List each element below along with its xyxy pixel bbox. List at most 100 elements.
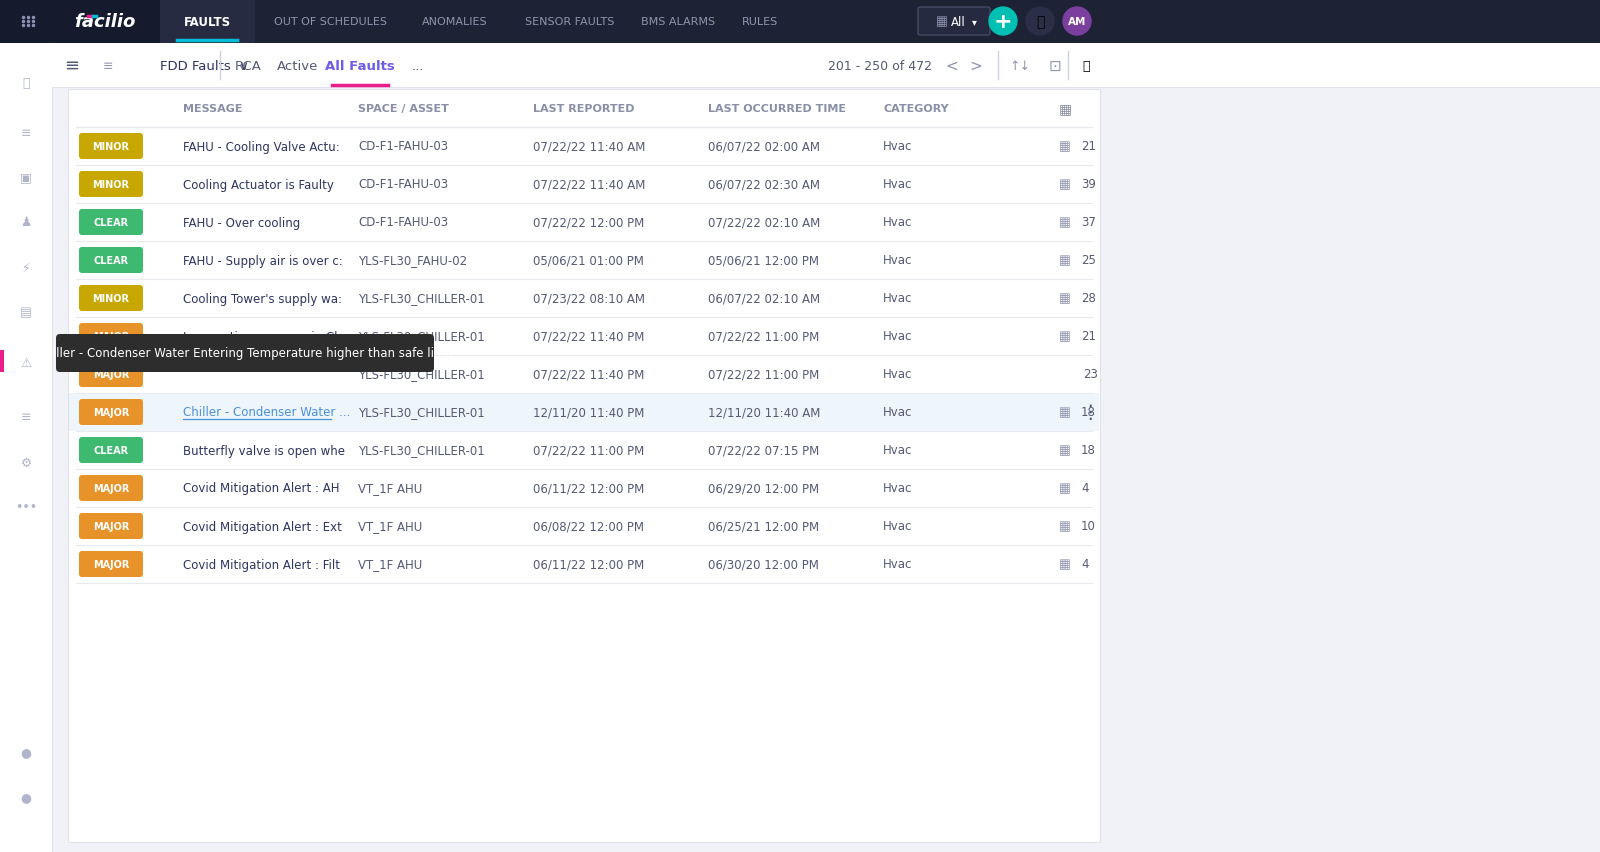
Text: 12/11/20 11:40 AM: 12/11/20 11:40 AM [707, 406, 821, 419]
Text: Active: Active [277, 60, 318, 72]
FancyBboxPatch shape [78, 551, 142, 578]
Text: Butterfly valve is open whe: Butterfly valve is open whe [182, 444, 346, 457]
FancyBboxPatch shape [160, 0, 254, 44]
FancyBboxPatch shape [78, 324, 142, 349]
Text: FAHU - Cooling Valve Actu:: FAHU - Cooling Valve Actu: [182, 141, 339, 153]
Text: ●: ● [21, 791, 32, 803]
Text: Hvac: Hvac [883, 216, 912, 229]
Text: ...: ... [411, 60, 424, 72]
Text: 07/22/22 11:00 PM: 07/22/22 11:00 PM [707, 330, 819, 343]
Text: Hvac: Hvac [883, 558, 912, 571]
FancyBboxPatch shape [78, 437, 142, 463]
Text: >: > [970, 59, 982, 73]
Text: MINOR: MINOR [93, 141, 130, 152]
Text: 05/06/21 01:00 PM: 05/06/21 01:00 PM [533, 254, 643, 268]
Text: ANOMALIES: ANOMALIES [422, 17, 488, 27]
Text: Covid Mitigation Alert : AH: Covid Mitigation Alert : AH [182, 482, 339, 495]
Text: Chiller - Condenser Water Entering Temperature higher than safe limit: Chiller - Condenser Water Entering Tempe… [37, 347, 453, 360]
FancyBboxPatch shape [78, 475, 142, 502]
Text: Hvac: Hvac [883, 444, 912, 457]
Text: Hvac: Hvac [883, 330, 912, 343]
Text: ⊡: ⊡ [1048, 59, 1061, 73]
Text: Hvac: Hvac [883, 292, 912, 305]
Text: ▦: ▦ [1059, 444, 1070, 457]
Text: 06/11/22 12:00 PM: 06/11/22 12:00 PM [533, 482, 645, 495]
Text: ▦: ▦ [1059, 254, 1070, 268]
FancyBboxPatch shape [78, 361, 142, 388]
Text: Cooling Tower's supply wa:: Cooling Tower's supply wa: [182, 292, 342, 305]
Text: YLS-FL30_CHILLER-01: YLS-FL30_CHILLER-01 [358, 330, 485, 343]
FancyBboxPatch shape [0, 350, 3, 372]
Text: VT_1F AHU: VT_1F AHU [358, 520, 422, 532]
Text: 39: 39 [1082, 178, 1096, 192]
Text: CD-F1-FAHU-03: CD-F1-FAHU-03 [358, 141, 448, 153]
Text: CD-F1-FAHU-03: CD-F1-FAHU-03 [358, 178, 448, 192]
Text: 06/11/22 12:00 PM: 06/11/22 12:00 PM [533, 558, 645, 571]
Text: 18: 18 [1082, 444, 1096, 457]
Text: Hvac: Hvac [883, 482, 912, 495]
Text: ≡: ≡ [64, 57, 80, 75]
FancyBboxPatch shape [78, 210, 142, 236]
Text: ▦: ▦ [1059, 178, 1070, 192]
Text: 4: 4 [1082, 482, 1088, 495]
Text: 06/30/20 12:00 PM: 06/30/20 12:00 PM [707, 558, 819, 571]
Text: YLS-FL30_CHILLER-01: YLS-FL30_CHILLER-01 [358, 368, 485, 381]
Text: MAJOR: MAJOR [93, 370, 130, 379]
Text: ▦: ▦ [1059, 330, 1070, 343]
Text: ↑↓: ↑↓ [1010, 60, 1030, 72]
FancyBboxPatch shape [69, 394, 1099, 431]
Text: 07/22/22 11:40 PM: 07/22/22 11:40 PM [533, 330, 645, 343]
Text: 06/07/22 02:30 AM: 06/07/22 02:30 AM [707, 178, 819, 192]
Text: VT_1F AHU: VT_1F AHU [358, 558, 422, 571]
Text: 06/29/20 12:00 PM: 06/29/20 12:00 PM [707, 482, 819, 495]
Text: YLS-FL30_CHILLER-01: YLS-FL30_CHILLER-01 [358, 444, 485, 457]
Text: MAJOR: MAJOR [93, 331, 130, 342]
FancyBboxPatch shape [51, 44, 1600, 88]
Text: SENSOR FAULTS: SENSOR FAULTS [525, 17, 614, 27]
Text: 07/22/22 11:40 AM: 07/22/22 11:40 AM [533, 178, 645, 192]
Text: CLEAR: CLEAR [93, 218, 128, 227]
Text: MAJOR: MAJOR [93, 483, 130, 493]
Text: ▦: ▦ [1059, 406, 1070, 419]
Text: ⚡: ⚡ [22, 262, 30, 274]
Text: ⚠: ⚠ [21, 356, 32, 369]
Text: CD-F1-FAHU-03: CD-F1-FAHU-03 [358, 216, 448, 229]
Text: 07/23/22 08:10 AM: 07/23/22 08:10 AM [533, 292, 645, 305]
Text: All: All [950, 15, 965, 28]
Text: Hvac: Hvac [883, 254, 912, 268]
Text: YLS-FL30_FAHU-02: YLS-FL30_FAHU-02 [358, 254, 467, 268]
Text: YLS-FL30_CHILLER-01: YLS-FL30_CHILLER-01 [358, 406, 485, 419]
Text: CATEGORY: CATEGORY [883, 104, 949, 114]
Text: MINOR: MINOR [93, 294, 130, 303]
FancyBboxPatch shape [67, 90, 1101, 842]
FancyBboxPatch shape [78, 285, 142, 312]
Text: ≡: ≡ [21, 411, 32, 424]
FancyBboxPatch shape [78, 134, 142, 160]
Text: 25: 25 [1082, 254, 1096, 268]
Text: 06/25/21 12:00 PM: 06/25/21 12:00 PM [707, 520, 819, 532]
Text: CLEAR: CLEAR [93, 256, 128, 266]
Text: +: + [994, 12, 1013, 32]
Text: LAST OCCURRED TIME: LAST OCCURRED TIME [707, 104, 846, 114]
Text: Cooling Actuator is Faulty: Cooling Actuator is Faulty [182, 178, 334, 192]
Text: 21: 21 [1082, 330, 1096, 343]
Text: 37: 37 [1082, 216, 1096, 229]
Text: MESSAGE: MESSAGE [182, 104, 243, 114]
Text: FDD Faults  ∨: FDD Faults ∨ [160, 60, 250, 72]
Text: YLS-FL30_CHILLER-01: YLS-FL30_CHILLER-01 [358, 292, 485, 305]
Text: 06/07/22 02:10 AM: 06/07/22 02:10 AM [707, 292, 821, 305]
Text: •••: ••• [14, 501, 37, 514]
Text: ≡: ≡ [102, 60, 114, 72]
Text: Low suction pressure in Ch: Low suction pressure in Ch [182, 330, 342, 343]
Text: ▦: ▦ [936, 15, 947, 28]
Text: Covid Mitigation Alert : Filt: Covid Mitigation Alert : Filt [182, 558, 339, 571]
Text: MAJOR: MAJOR [93, 560, 130, 569]
FancyBboxPatch shape [918, 8, 990, 36]
Polygon shape [253, 358, 267, 369]
Text: ⋮: ⋮ [1080, 403, 1099, 422]
Text: 07/22/22 02:10 AM: 07/22/22 02:10 AM [707, 216, 821, 229]
Text: 12/11/20 11:40 PM: 12/11/20 11:40 PM [533, 406, 645, 419]
Text: ▦: ▦ [1059, 102, 1072, 116]
Text: OUT OF SCHEDULES: OUT OF SCHEDULES [274, 17, 387, 27]
Text: VT_1F AHU: VT_1F AHU [358, 482, 422, 495]
